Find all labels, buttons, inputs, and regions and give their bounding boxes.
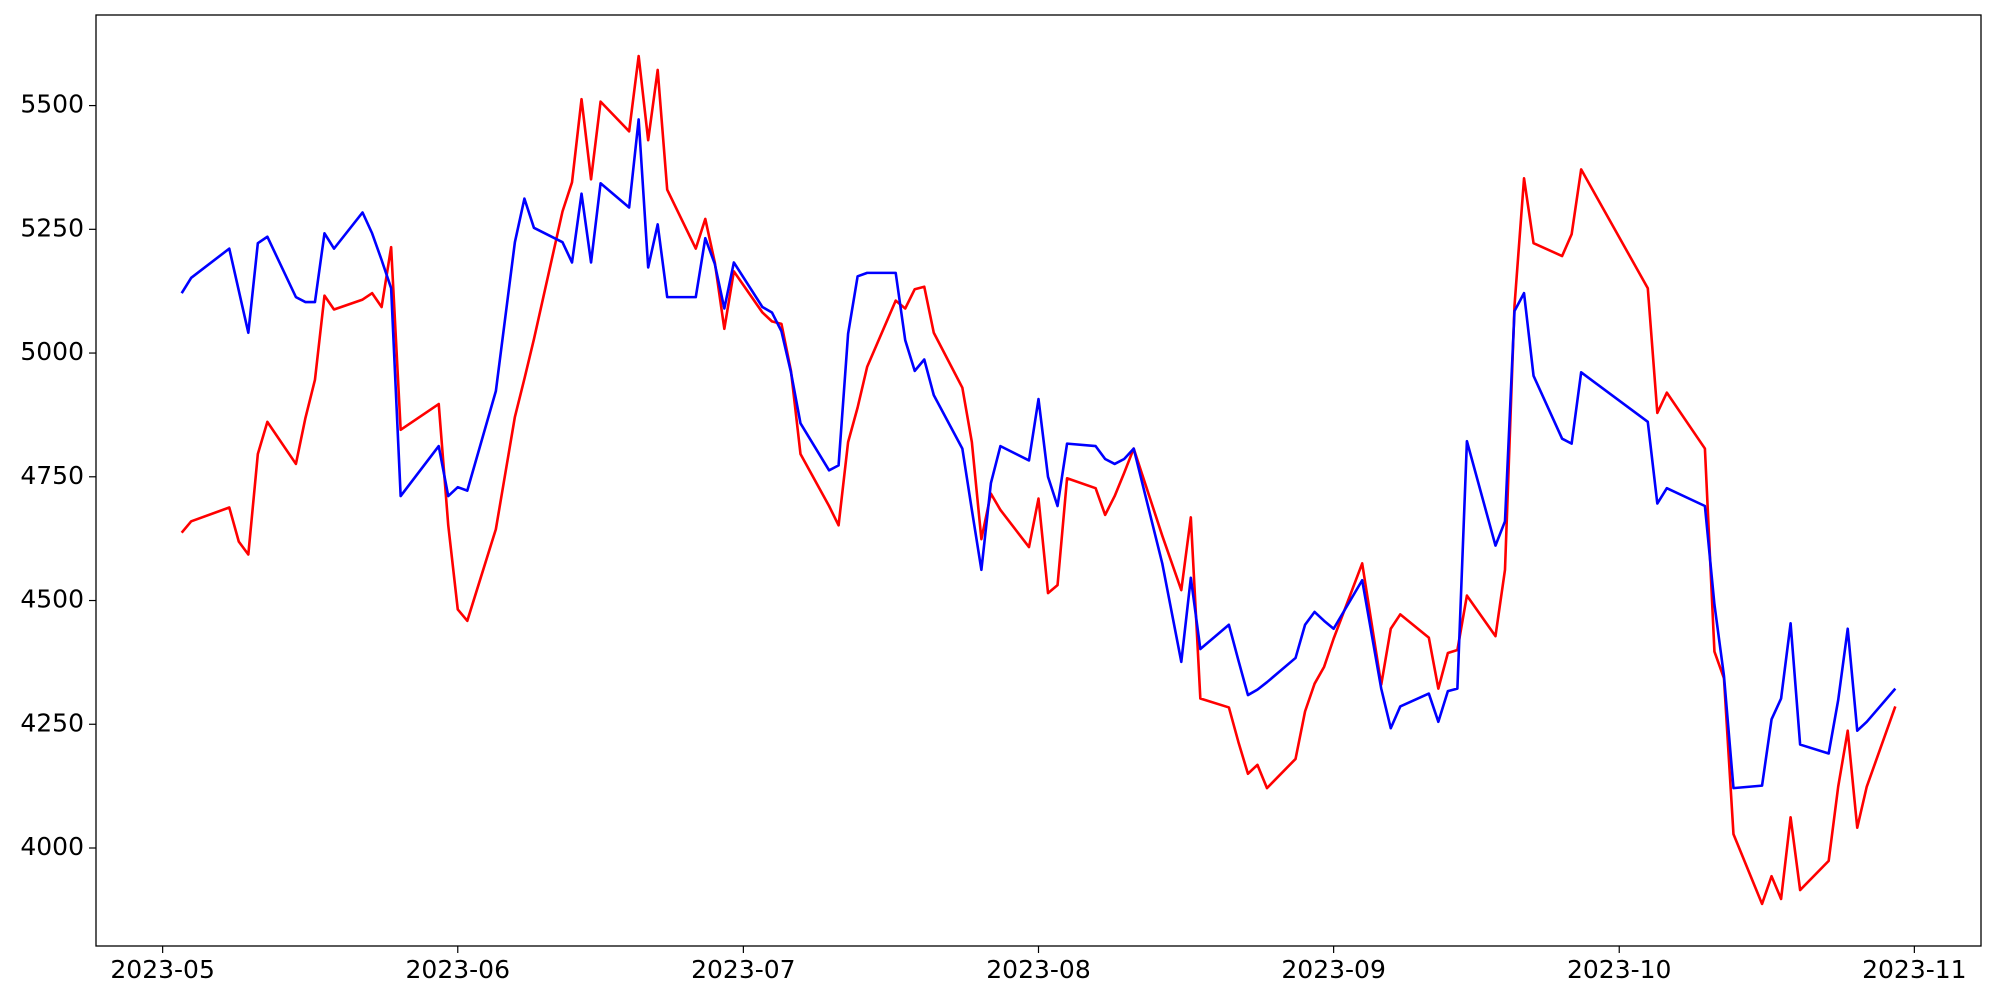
- x-tick-label: 2023-10: [1567, 955, 1671, 984]
- y-tick-label: 5500: [20, 90, 84, 119]
- y-tick-label: 5000: [20, 337, 84, 366]
- x-tick-label: 2023-09: [1281, 955, 1385, 984]
- y-tick-label: 4500: [20, 585, 84, 614]
- y-tick-label: 5250: [20, 213, 84, 242]
- y-tick-label: 4750: [20, 461, 84, 490]
- y-tick-label: 4000: [20, 832, 84, 861]
- series-line: [180, 54, 1897, 906]
- x-tick-label: 2023-11: [1862, 955, 1966, 984]
- x-tick-label: 2023-06: [406, 955, 510, 984]
- x-tick-label: 2023-08: [986, 955, 1090, 984]
- y-tick-label: 4250: [20, 708, 84, 737]
- plot-frame: [95, 14, 1982, 947]
- series-line: [180, 118, 1897, 790]
- x-tick-label: 2023-07: [691, 955, 795, 984]
- x-tick-label: 2023-05: [110, 955, 214, 984]
